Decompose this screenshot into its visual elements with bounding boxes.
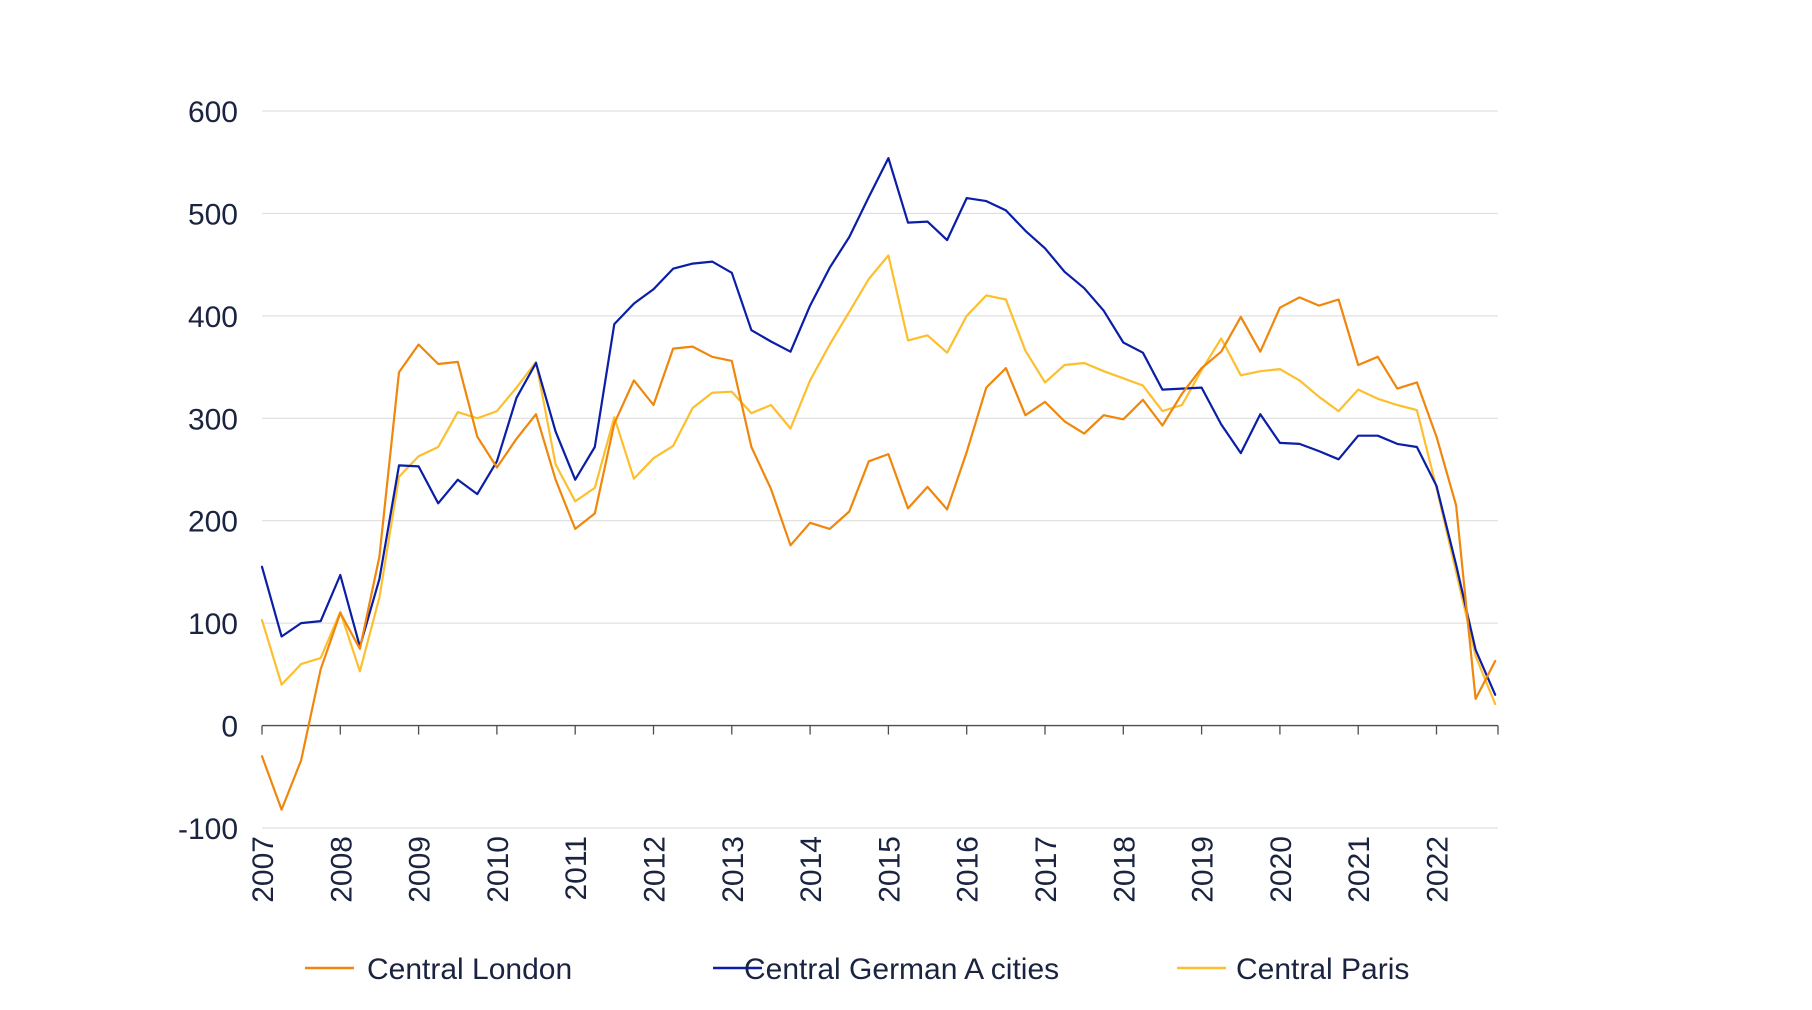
x-axis-tick-labels: 2007 2008 2009 2010 2011 2012 2013 2014 2015 2016… <box>247 836 1455 903</box>
x-tick-label: 2007 <box>247 836 280 903</box>
series-line-central-paris <box>260 254 1497 706</box>
x-tick-label: 2019 <box>1187 836 1220 903</box>
x-tick-label: 2016 <box>952 836 985 903</box>
x-tick-label: 2014 <box>795 836 828 903</box>
x-tick-label: 2017 <box>1030 836 1063 903</box>
x-tick-label: 2012 <box>639 836 672 903</box>
gridlines <box>262 110 1498 829</box>
x-tick-label: 2022 <box>1422 836 1455 903</box>
x-tick-label: 2013 <box>717 836 750 903</box>
series-lines <box>260 157 1497 811</box>
y-tick-label: 300 <box>188 403 238 436</box>
x-tick-label: 2011 <box>560 836 593 901</box>
x-tick-label: 2021 <box>1343 836 1376 903</box>
x-tick-label: 2010 <box>482 836 515 903</box>
legend: Central London Central German A cities Cen… <box>305 953 1409 986</box>
series-line-central-london <box>260 296 1497 811</box>
y-axis-tick-labels: 600 500 400 300 200 100 0 -100 <box>178 96 238 846</box>
x-tick-label: 2009 <box>404 836 437 903</box>
axes <box>261 724 1499 735</box>
y-tick-label: 600 <box>188 96 238 129</box>
y-tick-label: 100 <box>188 608 238 641</box>
y-tick-label: -100 <box>178 813 238 846</box>
legend-label-central-london: Central London <box>367 953 572 986</box>
y-tick-label: 500 <box>188 198 238 231</box>
y-tick-label: 400 <box>188 301 238 334</box>
y-tick-label: 0 <box>221 711 238 744</box>
x-tick-label: 2020 <box>1265 836 1298 903</box>
legend-label-central-paris: Central Paris <box>1236 953 1409 986</box>
x-tick-label: 2018 <box>1108 836 1141 903</box>
y-tick-label: 200 <box>188 506 238 539</box>
legend-label-central-german-a-cities: Central German A cities <box>744 953 1059 986</box>
x-tick-label: 2015 <box>873 836 906 903</box>
x-tick-label: 2008 <box>325 836 358 903</box>
series-line-central-german-a-cities <box>260 157 1497 696</box>
